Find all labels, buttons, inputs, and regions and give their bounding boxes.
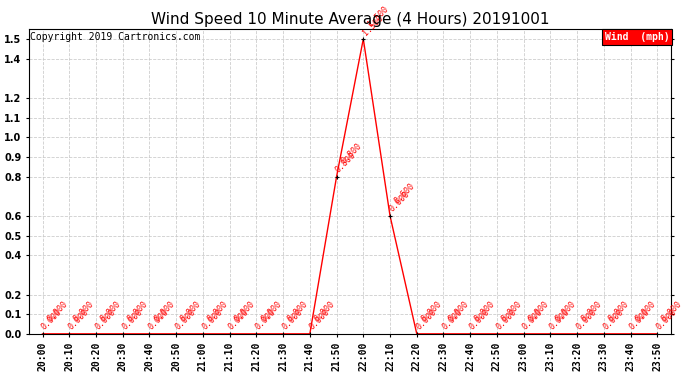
Text: 0.000: 0.000 [473, 299, 497, 323]
Text: 0.000: 0.000 [548, 308, 572, 332]
Text: 0.000: 0.000 [120, 308, 144, 332]
Text: 0.000: 0.000 [468, 308, 491, 332]
Text: 0.000: 0.000 [280, 308, 304, 332]
Text: 0.600: 0.600 [393, 181, 417, 205]
Text: 0.000: 0.000 [67, 308, 90, 332]
Text: 0.000: 0.000 [441, 308, 465, 332]
Text: 0.000: 0.000 [72, 299, 96, 323]
Text: 0.000: 0.000 [200, 308, 224, 332]
Text: 0.000: 0.000 [420, 299, 444, 323]
Text: 0.000: 0.000 [147, 308, 171, 332]
Text: 0.000: 0.000 [526, 299, 551, 323]
Text: 0.000: 0.000 [601, 308, 625, 332]
Text: 0.000: 0.000 [313, 299, 337, 323]
Text: 0.000: 0.000 [206, 299, 230, 323]
Text: Copyright 2019 Cartronics.com: Copyright 2019 Cartronics.com [30, 32, 200, 42]
Text: 0.000: 0.000 [307, 308, 331, 332]
Text: 0.600: 0.600 [387, 190, 411, 214]
Text: 0.000: 0.000 [494, 308, 518, 332]
Text: Wind  (mph): Wind (mph) [605, 32, 669, 42]
Text: 0.000: 0.000 [446, 299, 470, 323]
Text: 0.000: 0.000 [521, 308, 545, 332]
Text: 0.000: 0.000 [607, 299, 631, 323]
Text: 1.500: 1.500 [361, 13, 385, 37]
Text: 0.000: 0.000 [286, 299, 310, 323]
Text: 0.000: 0.000 [628, 308, 652, 332]
Text: 0.000: 0.000 [46, 299, 69, 323]
Text: 0.000: 0.000 [233, 299, 257, 323]
Text: 0.000: 0.000 [580, 299, 604, 323]
Text: 0.000: 0.000 [93, 308, 117, 332]
Text: 0.800: 0.800 [339, 142, 364, 166]
Text: 0.000: 0.000 [254, 308, 278, 332]
Text: 0.000: 0.000 [660, 299, 684, 323]
Text: 0.000: 0.000 [99, 299, 123, 323]
Text: 0.000: 0.000 [575, 308, 598, 332]
Text: 0.000: 0.000 [500, 299, 524, 323]
Text: 1.500: 1.500 [366, 4, 390, 28]
Text: 0.000: 0.000 [173, 308, 197, 332]
Text: 0.000: 0.000 [126, 299, 150, 323]
Text: 0.000: 0.000 [553, 299, 577, 323]
Text: 0.000: 0.000 [633, 299, 658, 323]
Text: 0.000: 0.000 [40, 308, 64, 332]
Text: 0.000: 0.000 [152, 299, 176, 323]
Text: 0.000: 0.000 [414, 308, 438, 332]
Title: Wind Speed 10 Minute Average (4 Hours) 20191001: Wind Speed 10 Minute Average (4 Hours) 2… [150, 12, 549, 27]
Text: 0.000: 0.000 [655, 308, 679, 332]
Text: 0.000: 0.000 [259, 299, 283, 323]
Text: 0.000: 0.000 [227, 308, 251, 332]
Text: 0.800: 0.800 [334, 150, 358, 175]
Text: 0.000: 0.000 [179, 299, 203, 323]
